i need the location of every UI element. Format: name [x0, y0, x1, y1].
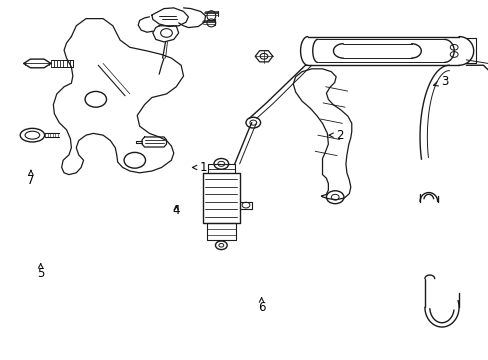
Text: 7: 7: [27, 170, 35, 186]
Text: 6: 6: [257, 298, 265, 314]
Text: 2: 2: [328, 129, 343, 142]
Text: 5: 5: [37, 264, 44, 280]
Text: 3: 3: [433, 75, 447, 88]
Text: 1: 1: [192, 161, 206, 174]
Text: 4: 4: [172, 204, 180, 217]
